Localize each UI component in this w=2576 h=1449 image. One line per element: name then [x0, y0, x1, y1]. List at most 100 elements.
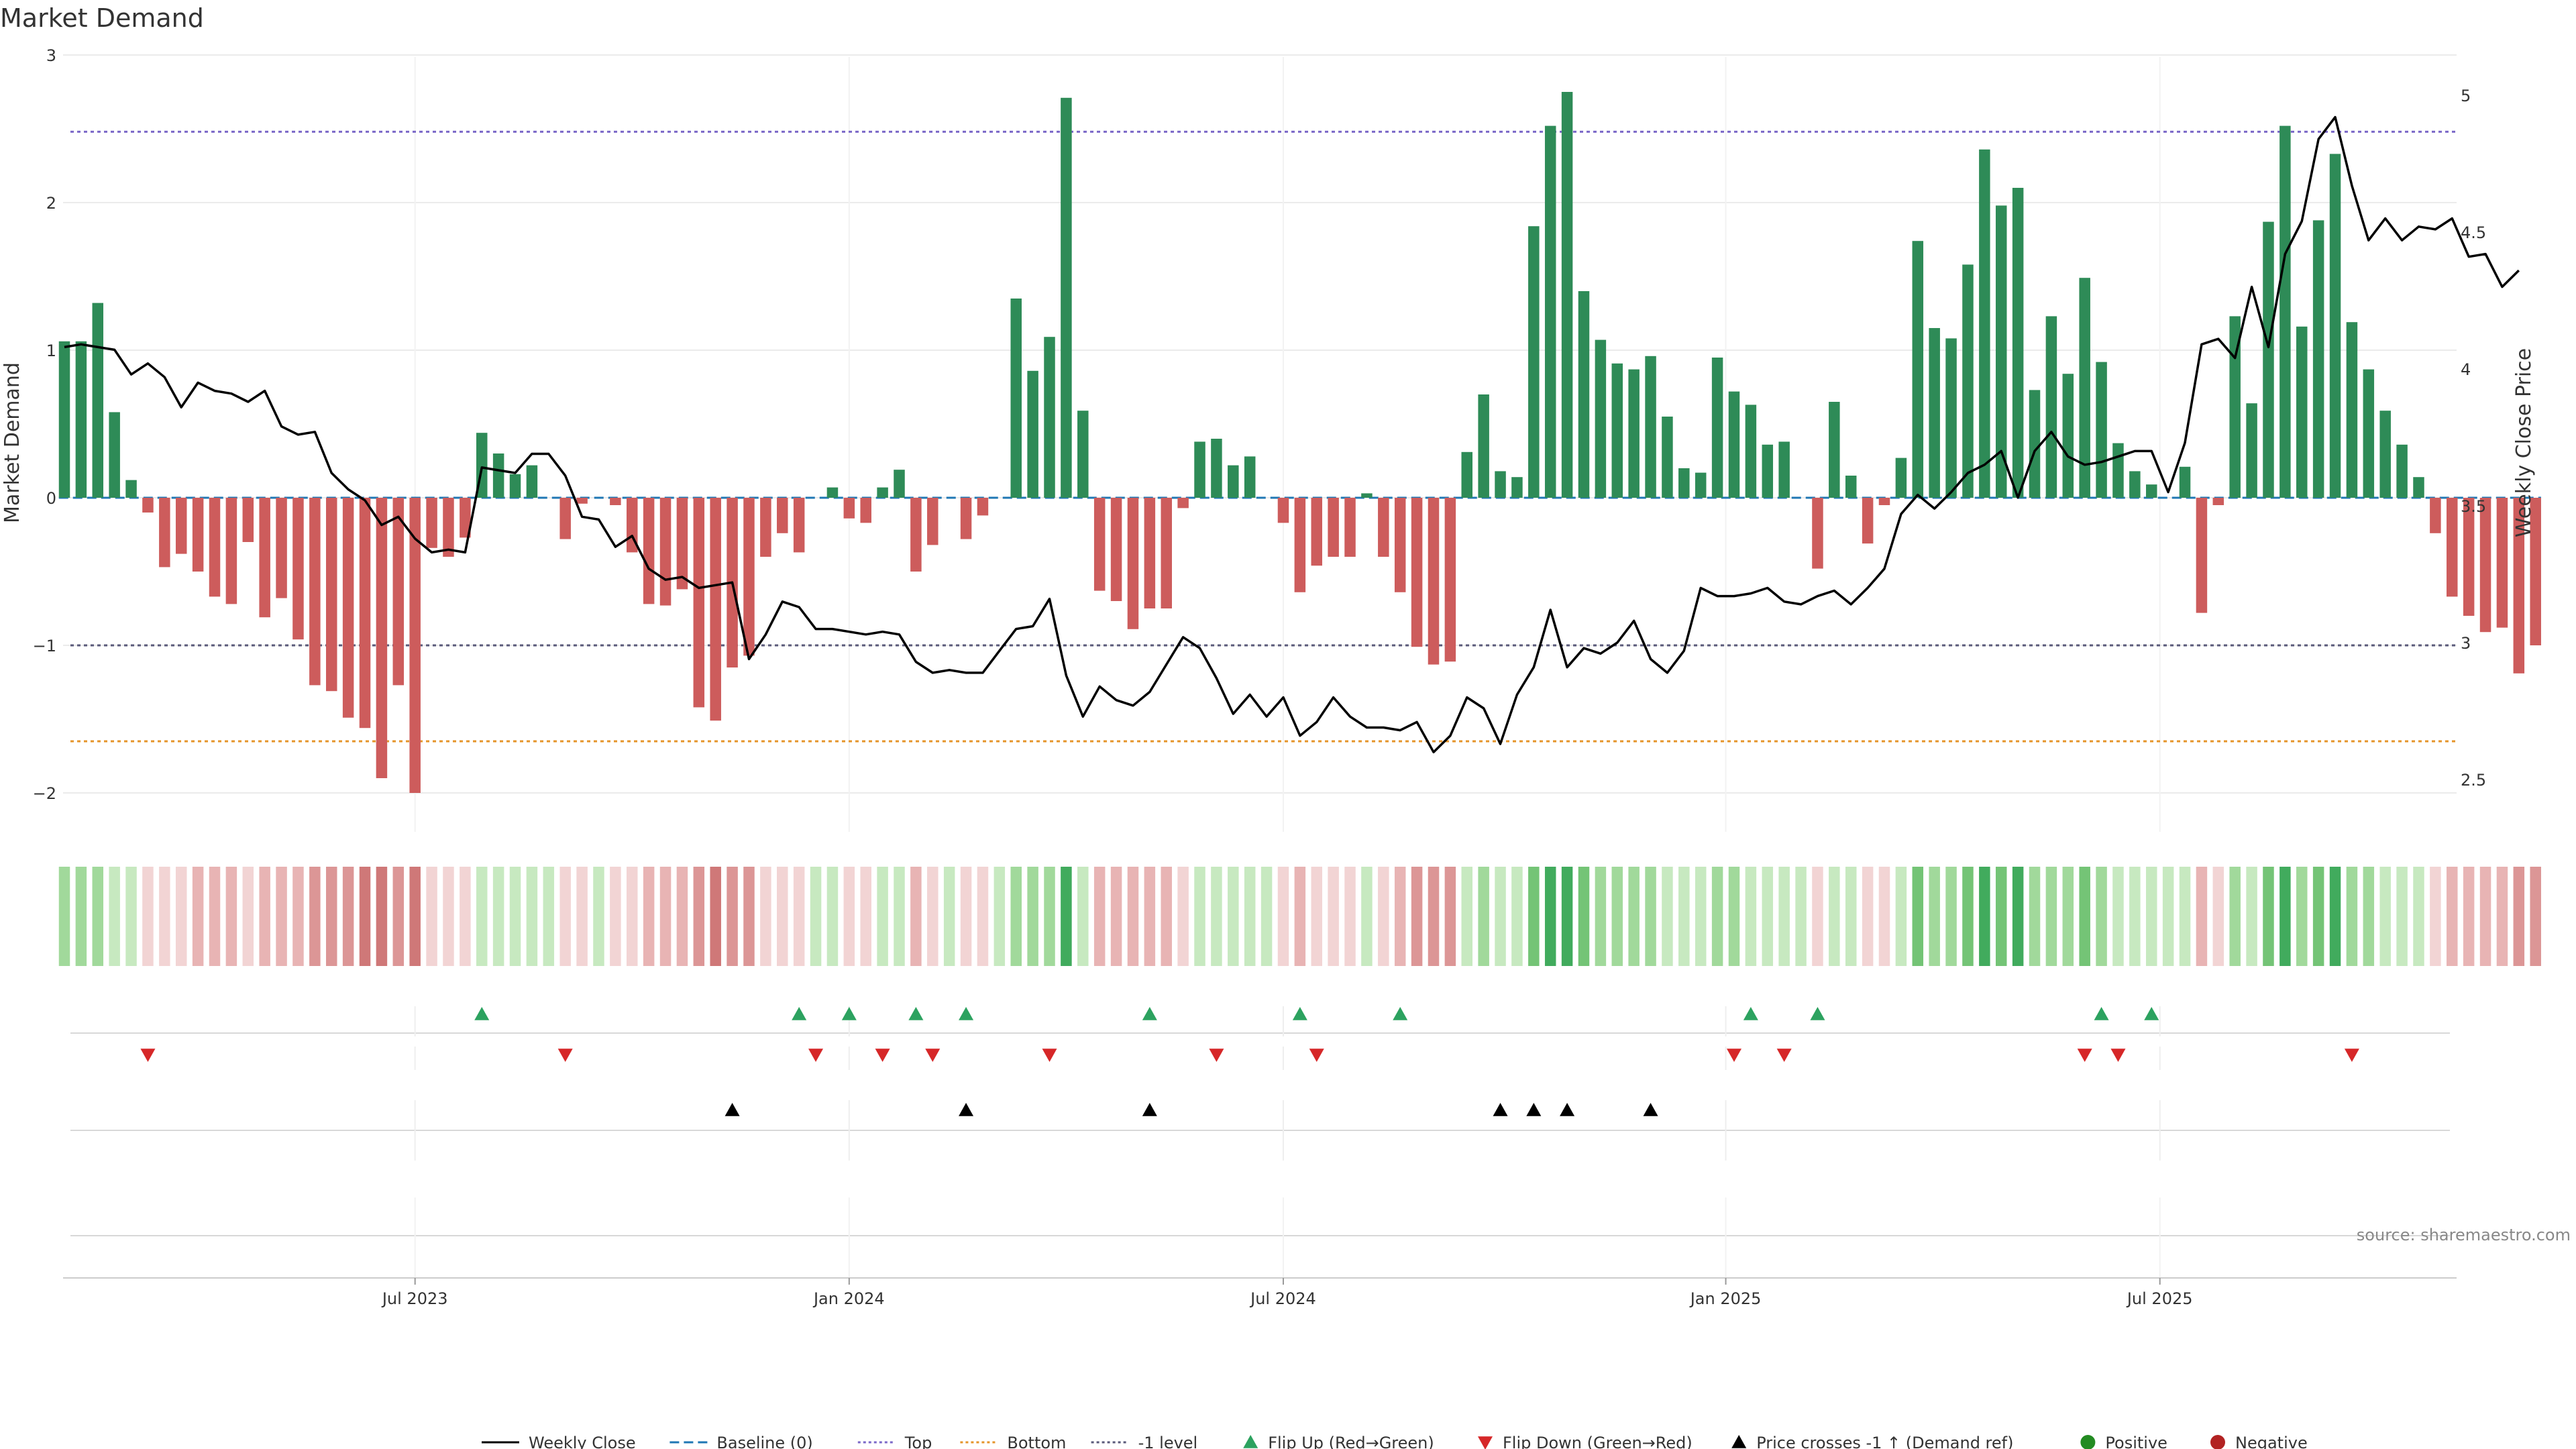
- demand-bar: [860, 498, 871, 523]
- heat-strip-cell: [2263, 867, 2274, 966]
- demand-bar: [142, 498, 154, 513]
- heat-strip-cell: [376, 867, 388, 966]
- y-tick-label: 0: [46, 489, 56, 508]
- demand-bar: [1544, 125, 1556, 498]
- legend-label-price-cross: Price crosses -1 ↑ (Demand ref): [1756, 1434, 2013, 1449]
- demand-bar: [1027, 370, 1038, 498]
- demand-bar: [2463, 498, 2475, 616]
- demand-bar: [409, 498, 421, 793]
- heat-strip-cell: [1394, 867, 1406, 966]
- demand-bar: [225, 498, 237, 604]
- demand-bar: [910, 498, 922, 572]
- heat-strip-cell: [810, 867, 822, 966]
- demand-bar: [2530, 498, 2541, 645]
- demand-bar: [2413, 477, 2424, 498]
- demand-bar: [175, 498, 187, 554]
- demand-bar: [125, 480, 137, 498]
- demand-bar: [2263, 221, 2274, 498]
- heat-strip-cell: [2296, 867, 2308, 966]
- demand-bar: [392, 498, 405, 686]
- demand-bar: [2430, 498, 2441, 533]
- heat-strip-cell: [2246, 867, 2257, 966]
- heat-strip-cell: [1461, 867, 1473, 966]
- demand-bar: [526, 465, 538, 498]
- heat-strip-cell: [209, 867, 221, 966]
- price-series: [64, 115, 2520, 753]
- heat-strip-cell: [1561, 867, 1573, 966]
- demand-bar: [242, 498, 254, 542]
- heat-strip-cell: [760, 867, 771, 966]
- heat-strip-cell: [1077, 867, 1089, 966]
- demand-bar: [1044, 337, 1055, 498]
- demand-bar: [1110, 498, 1122, 601]
- demand-bar: [359, 498, 371, 729]
- y-tick-label: 3: [46, 46, 56, 65]
- heat-strip-cell: [1010, 867, 1022, 966]
- demand-bar: [325, 498, 337, 692]
- heat-strip-cell: [2479, 867, 2491, 966]
- heat-strip-cell: [1628, 867, 1640, 966]
- demand-bar: [2179, 466, 2191, 498]
- heat-strip-cell: [1093, 867, 1106, 966]
- price-cross-marker: [1142, 1103, 1157, 1116]
- demand-bar: [1945, 338, 1957, 498]
- heat-strip-cell: [2346, 867, 2358, 966]
- legend-label-bottom: Bottom: [1007, 1434, 1066, 1449]
- demand-bar: [1194, 441, 1205, 498]
- demand-bar: [1628, 369, 1640, 498]
- demand-bar: [1328, 498, 1339, 557]
- heat-strip-cell: [843, 867, 855, 966]
- legend-item-price-cross: Price crosses -1 ↑ (Demand ref): [1731, 1434, 2013, 1449]
- demand-bar: [1528, 226, 1540, 498]
- heat-strip-cell: [1127, 867, 1139, 966]
- demand-bar: [1912, 241, 1924, 498]
- flip-up-marker: [1810, 1007, 1825, 1020]
- demand-bar: [1461, 451, 1473, 498]
- demand-bar: [1228, 465, 1239, 498]
- heat-strip-cell: [192, 867, 204, 966]
- legend: Weekly Close Baseline (0) Top Bottom -1 leve…: [482, 1434, 2308, 1449]
- heat-strip-cell: [1027, 867, 1038, 966]
- heat-strip-cell: [826, 867, 839, 966]
- demand-bar: [443, 498, 454, 557]
- demand-bar: [1929, 328, 1940, 498]
- demand-bar: [927, 498, 938, 545]
- demand-bar: [509, 474, 521, 498]
- heat-strip-cell: [610, 867, 621, 966]
- demand-bar: [559, 498, 571, 539]
- y2-tick-label: 5: [2461, 87, 2471, 105]
- heat-strip-cell: [460, 867, 471, 966]
- heat-strip-cell: [1177, 867, 1189, 966]
- demand-bar: [2379, 411, 2391, 498]
- heat-strip-cell: [777, 867, 788, 966]
- demand-bar: [2296, 326, 2308, 498]
- demand-bar: [2312, 220, 2324, 498]
- flip-down-marker: [1309, 1049, 1324, 1062]
- demand-bar: [1595, 339, 1607, 498]
- legend-item-baseline: Baseline (0): [669, 1434, 813, 1449]
- flip-up-marker: [1393, 1007, 1408, 1020]
- heat-strip-cell: [860, 867, 871, 966]
- demand-bar: [1161, 498, 1172, 608]
- price-cross-marker: [724, 1103, 740, 1116]
- heat-strip-cell: [2379, 867, 2391, 966]
- heat-strip-cell: [1344, 867, 1356, 966]
- price-cross-marker: [1643, 1103, 1658, 1116]
- demand-bar: [1878, 498, 1890, 505]
- demand-bar: [826, 487, 839, 498]
- demand-bar: [1127, 498, 1139, 629]
- legend-item-bottom: Bottom: [960, 1434, 1066, 1449]
- flip-down-marker: [557, 1049, 573, 1062]
- demand-bar: [2045, 316, 2057, 498]
- demand-bar: [793, 498, 805, 553]
- heat-strip-cell: [1695, 867, 1707, 966]
- demand-bar: [610, 498, 621, 505]
- demand-bar: [1778, 441, 1790, 498]
- heat-strip-cell: [325, 867, 337, 966]
- demand-bar: [2279, 125, 2291, 498]
- legend-swatch-positive: [2080, 1435, 2096, 1449]
- flip-up-marker: [841, 1007, 857, 1020]
- y-tick-label: 1: [46, 341, 56, 360]
- flip-up-marker: [474, 1007, 490, 1020]
- legend-label-flip-up: Flip Up (Red→Green): [1268, 1434, 1434, 1449]
